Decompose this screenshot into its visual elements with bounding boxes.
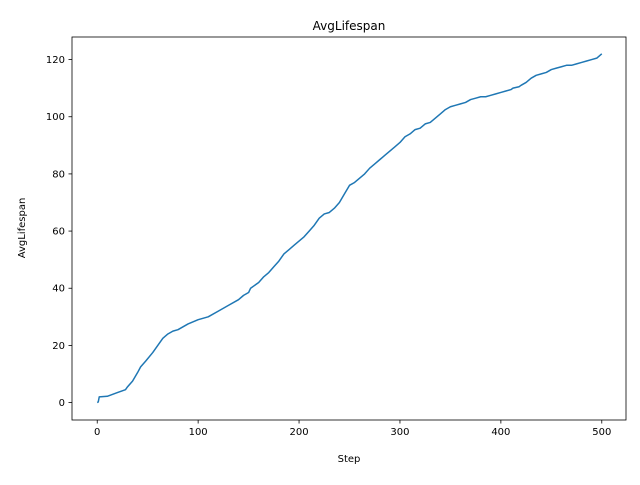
y-axis: 0 20 40 60 80 100 120 bbox=[46, 55, 72, 409]
y-tick-label: 20 bbox=[52, 341, 65, 352]
x-tick-label: 400 bbox=[491, 427, 510, 438]
x-tick-label: 500 bbox=[592, 427, 611, 438]
x-axis: 0 100 200 300 400 500 bbox=[94, 420, 611, 438]
y-tick-label: 80 bbox=[52, 169, 65, 180]
x-tick-label: 200 bbox=[290, 427, 309, 438]
x-tick-label: 300 bbox=[390, 427, 409, 438]
axes-frame bbox=[71, 36, 627, 421]
y-tick-label: 40 bbox=[52, 284, 65, 295]
chart-title: AvgLifespan bbox=[313, 19, 386, 33]
y-tick-label: 0 bbox=[59, 398, 65, 409]
y-tick-label: 100 bbox=[46, 112, 65, 123]
x-axis-label: Step bbox=[338, 454, 361, 465]
x-tick-label: 0 bbox=[94, 427, 100, 438]
y-tick-label: 120 bbox=[46, 55, 65, 66]
x-tick-label: 100 bbox=[189, 427, 208, 438]
series-line bbox=[96, 53, 603, 404]
y-axis-label: AvgLifespan bbox=[17, 198, 28, 259]
plot-area bbox=[96, 53, 603, 404]
y-tick-label: 60 bbox=[52, 227, 65, 238]
